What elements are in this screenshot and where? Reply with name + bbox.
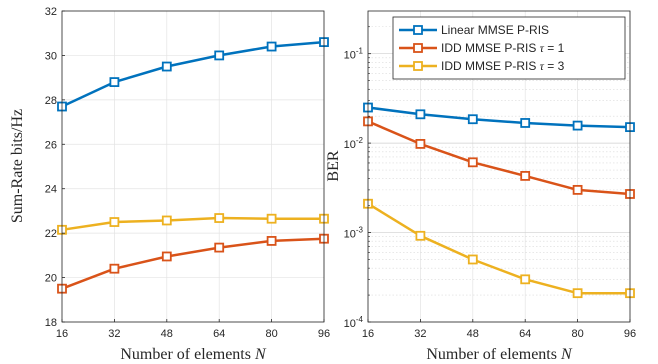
ber-y-tick-label: 10-3 bbox=[344, 226, 364, 241]
ber-x-tick-label: 80 bbox=[571, 328, 583, 340]
sum-rate-data-point bbox=[266, 41, 277, 52]
ber-data-point bbox=[415, 230, 426, 241]
ber-series-line bbox=[367, 106, 631, 129]
sum-rate-y-tick-label: 30 bbox=[45, 50, 57, 62]
sum-rate-data-point bbox=[161, 215, 172, 226]
ber-series-line bbox=[367, 202, 630, 295]
ber-data-point bbox=[572, 288, 583, 299]
ber-data-point bbox=[572, 184, 583, 195]
sum-rate-data-point bbox=[109, 217, 120, 227]
ber-data-point bbox=[467, 114, 478, 125]
sum-rate-series-line bbox=[61, 40, 325, 108]
ber-x-axis-label: Number of elements N bbox=[426, 346, 573, 363]
sum-rate-x-tick-label: 96 bbox=[318, 328, 330, 340]
legend-marker-idd-tau1 bbox=[413, 43, 423, 53]
ber-y-tick-label: 10-2 bbox=[344, 136, 364, 151]
sum-rate-x-tick-label: 32 bbox=[108, 328, 120, 340]
sum-rate-y-tick-label: 24 bbox=[45, 184, 57, 196]
sum-rate-y-tick-label: 28 bbox=[45, 95, 57, 107]
ber-data-point bbox=[520, 274, 531, 285]
legend-entry-linear: Linear MMSE P-RIS bbox=[399, 23, 549, 37]
ber-x-tick-label: 64 bbox=[519, 328, 531, 340]
sum-rate-y-tick-label: 32 bbox=[45, 6, 57, 18]
ber-data-point bbox=[520, 170, 531, 181]
sum-rate-x-tick-label: 16 bbox=[56, 328, 68, 340]
legend-entry-idd-tau1: IDD MMSE P-RIS τ = 1 bbox=[399, 41, 565, 55]
ber-chart: 16 32 48 64 80 96 10-4 10-3 10-2 10-1 BER Number … bbox=[325, 10, 636, 363]
ber-y-tick-label: 10-1 bbox=[344, 47, 364, 62]
sum-rate-y-axis-label: Sum-Rate bits/Hz bbox=[9, 109, 26, 223]
ber-data-point bbox=[415, 109, 426, 120]
sum-rate-data-point bbox=[214, 50, 225, 61]
sum-rate-x-axis-label: Number of elements N bbox=[120, 346, 267, 363]
legend-marker-idd-tau3 bbox=[413, 61, 423, 71]
sum-rate-y-tick-label: 22 bbox=[45, 228, 57, 240]
sum-rate-data-point bbox=[161, 61, 172, 72]
sum-rate-data-point bbox=[161, 251, 172, 262]
legend-label-linear: Linear MMSE P-RIS bbox=[441, 23, 549, 37]
sum-rate-y-tick-label: 20 bbox=[45, 273, 57, 285]
ber-data-point bbox=[467, 254, 478, 265]
ber-data-point bbox=[415, 139, 426, 149]
legend-marker-linear bbox=[413, 25, 423, 35]
sum-rate-series-line bbox=[61, 216, 324, 232]
sum-rate-series-line bbox=[61, 237, 325, 290]
sum-rate-x-tick-label: 48 bbox=[161, 328, 173, 340]
sum-rate-chart: 16 32 48 64 80 96 18 20 22 24 26 28 30 32 Sum-Rate bi… bbox=[9, 6, 330, 363]
ber-y-axis-label: BER bbox=[325, 150, 342, 181]
ber-x-tick-label: 48 bbox=[467, 328, 479, 340]
sum-rate-data-point bbox=[214, 213, 225, 223]
ber-data-point bbox=[572, 120, 583, 131]
sum-rate-data-point bbox=[109, 77, 120, 87]
ber-x-tick-label: 16 bbox=[362, 328, 374, 340]
sum-rate-data-point bbox=[214, 242, 225, 253]
legend-entry-idd-tau3: IDD MMSE P-RIS τ = 3 bbox=[399, 59, 565, 73]
sum-rate-data-point bbox=[266, 213, 277, 224]
ber-data-point bbox=[467, 157, 478, 168]
sum-rate-x-tick-label: 64 bbox=[213, 328, 225, 340]
sum-rate-y-tick-label: 26 bbox=[45, 139, 57, 151]
sum-rate-ticks: 16 32 48 64 80 96 18 20 22 24 26 28 30 32 bbox=[45, 6, 330, 340]
sum-rate-series bbox=[57, 37, 329, 294]
sum-rate-x-tick-label: 80 bbox=[265, 328, 277, 340]
sum-rate-data-point bbox=[109, 263, 120, 274]
sum-rate-y-tick-label: 18 bbox=[45, 317, 57, 329]
legend: Linear MMSE P-RIS IDD MMSE P-RIS τ = 1 I… bbox=[392, 16, 626, 80]
ber-ticks: 16 32 48 64 80 96 10-4 10-3 10-2 10-1 bbox=[344, 26, 636, 340]
ber-x-tick-label: 32 bbox=[414, 328, 426, 340]
ber-data-point bbox=[520, 118, 531, 128]
ber-series-line bbox=[367, 120, 631, 196]
ber-x-tick-label: 96 bbox=[624, 328, 636, 340]
legend-label-idd-tau3: IDD MMSE P-RIS τ = 3 bbox=[441, 59, 565, 73]
sum-rate-data-point bbox=[266, 236, 277, 246]
legend-label-idd-tau1: IDD MMSE P-RIS τ = 1 bbox=[441, 41, 565, 55]
ber-y-tick-label: 10-4 bbox=[344, 315, 364, 330]
